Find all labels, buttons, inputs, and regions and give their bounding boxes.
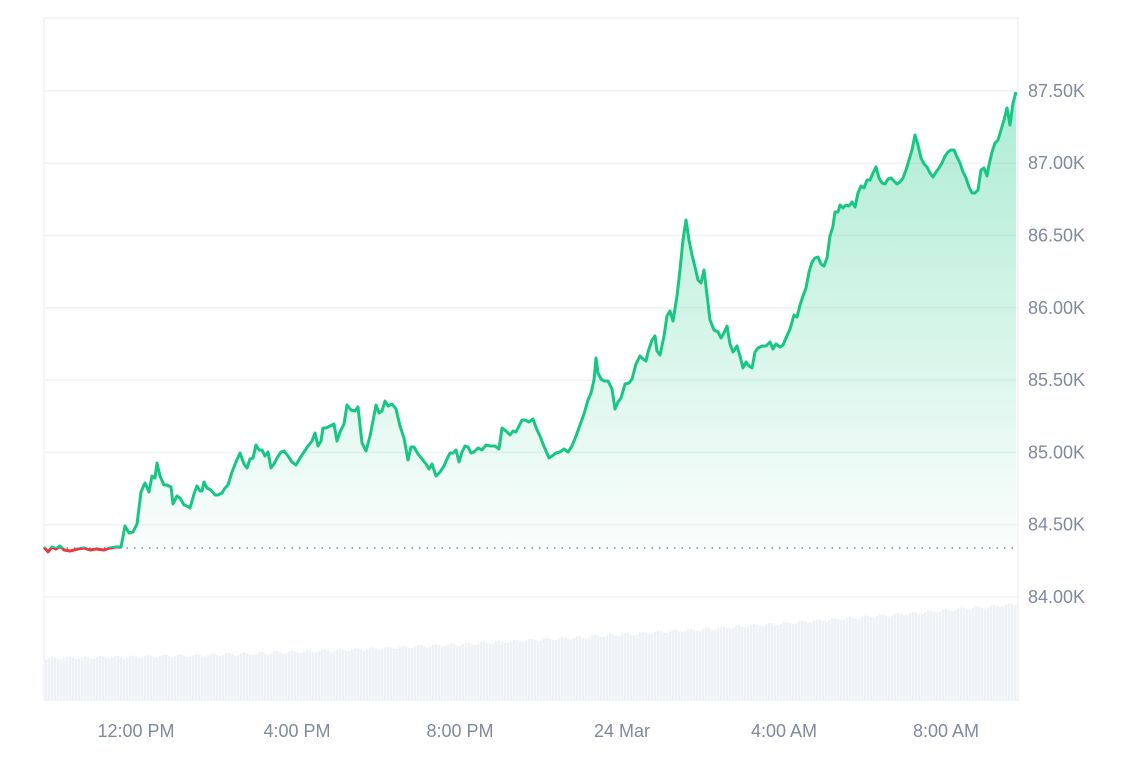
chart-frame	[43, 17, 1019, 701]
price-line-up[interactable]	[42, 91, 1018, 552]
x-tick-label: 4:00 PM	[263, 721, 330, 741]
x-tick-label: 24 Mar	[594, 721, 650, 741]
y-tick-label: 86.00K	[1028, 298, 1085, 318]
x-tick-label: 12:00 PM	[97, 721, 174, 741]
x-axis: 12:00 PM 4:00 PM 8:00 PM 24 Mar 4:00 AM 8:00 …	[97, 721, 979, 741]
y-tick-label: 87.00K	[1028, 153, 1085, 173]
y-tick-label: 85.50K	[1028, 370, 1085, 390]
x-tick-label: 8:00 PM	[426, 721, 493, 741]
price-area-fill	[44, 92, 1016, 548]
y-tick-label: 85.00K	[1028, 442, 1085, 462]
x-tick-label: 8:00 AM	[913, 721, 979, 741]
y-tick-label: 87.50K	[1028, 81, 1085, 101]
y-tick-label: 84.50K	[1028, 515, 1085, 535]
y-tick-label: 84.00K	[1028, 587, 1085, 607]
y-tick-label: 86.50K	[1028, 226, 1085, 246]
x-tick-label: 4:00 AM	[751, 721, 817, 741]
y-axis: 87.50K 87.00K 86.50K 86.00K 85.50K 85.00K 84.5…	[1028, 81, 1085, 607]
volume-bars	[45, 603, 1017, 700]
